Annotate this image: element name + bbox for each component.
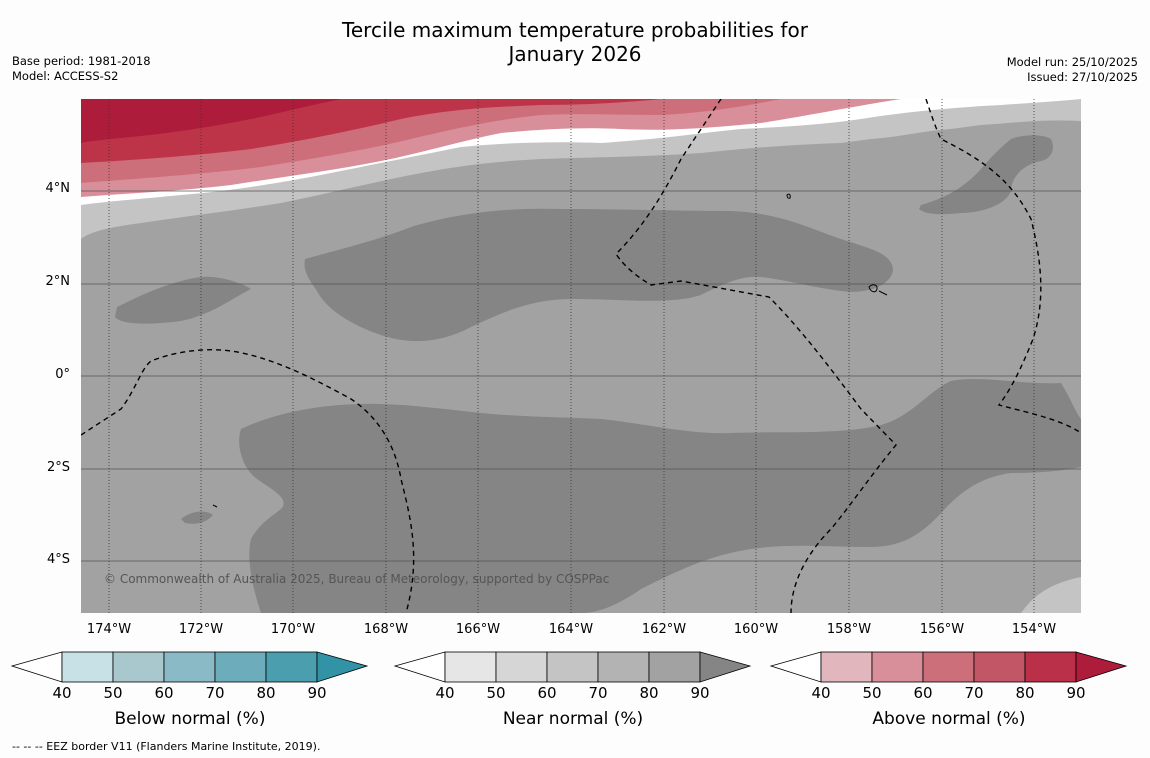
eez-footnote: -- -- -- EEZ border V11 (Flanders Marine… <box>12 740 321 753</box>
colorbar-below-cell <box>112 651 165 683</box>
lon-label-154w: 154°W <box>1011 622 1057 637</box>
lon-label-164w: 164°W <box>548 622 594 637</box>
map-canvas <box>81 99 1081 613</box>
colorbar-below-tick: 90 <box>307 684 327 702</box>
colorbar-near-tick: 70 <box>588 684 608 702</box>
colorbar-above-tick: 50 <box>862 684 882 702</box>
probability-map <box>81 99 1081 613</box>
colorbar-below-tick: 70 <box>205 684 225 702</box>
lon-label-174w: 174°W <box>86 622 132 637</box>
lon-label-168w: 168°W <box>363 622 409 637</box>
title-line-2: January 2026 <box>508 42 642 66</box>
copyright-notice: © Commonwealth of Australia 2025, Bureau… <box>104 572 610 586</box>
near-light-region-se <box>1021 577 1081 613</box>
meta-left: Base period: 1981-2018 Model: ACCESS-S2 <box>12 54 151 84</box>
colorbar-below-cell <box>163 651 216 683</box>
colorbar-above-cell <box>820 651 873 683</box>
colorbar-above-tick: 70 <box>964 684 984 702</box>
colorbar-above-cell <box>1024 651 1077 683</box>
lat-label-4s: 4°S <box>46 552 70 567</box>
above-90-band <box>81 99 341 143</box>
lon-label-160w: 160°W <box>733 622 779 637</box>
lat-label-2s: 2°S <box>46 460 70 475</box>
lon-label-170w: 170°W <box>270 622 316 637</box>
colorbar-above <box>769 651 1128 683</box>
colorbar-near-tick: 90 <box>690 684 710 702</box>
colorbar-near <box>393 651 752 683</box>
eez-borders <box>81 99 1081 613</box>
colorbar-near-arrow-left <box>393 651 446 683</box>
colorbar-near-tick: 60 <box>537 684 557 702</box>
base-period: Base period: 1981-2018 <box>12 54 151 68</box>
colorbar-above-cell <box>871 651 924 683</box>
chart-title: Tercile maximum temperature probabilitie… <box>0 18 1150 66</box>
colorbar-above-tick: 60 <box>913 684 933 702</box>
colorbar-above-tick: 40 <box>811 684 831 702</box>
colorbar-below-cell <box>61 651 114 683</box>
colorbar-near-cell <box>495 651 548 683</box>
lon-label-156w: 156°W <box>919 622 965 637</box>
colorbar-above-cell <box>973 651 1026 683</box>
model-run: Model run: 25/10/2025 <box>1006 55 1138 69</box>
near-dark-region-west <box>115 276 251 324</box>
colorbar-above-arrow-left <box>769 651 822 683</box>
title-line-1: Tercile maximum temperature probabilitie… <box>342 18 808 42</box>
colorbar-above-cell <box>922 651 975 683</box>
meta-right: Model run: 25/10/2025 Issued: 27/10/2025 <box>1007 55 1138 85</box>
lat-label-4n: 4°N <box>45 181 71 196</box>
colorbar-above-tick: 90 <box>1066 684 1086 702</box>
near-dark-region-south <box>239 379 1081 613</box>
colorbar-above-arrow-right <box>1075 651 1128 683</box>
model-name: Model: ACCESS-S2 <box>12 69 119 83</box>
lon-label-166w: 166°W <box>455 622 501 637</box>
colorbar-near-tick: 80 <box>639 684 659 702</box>
lon-label-172w: 172°W <box>178 622 224 637</box>
colorbar-below <box>10 651 369 683</box>
colorbar-below-tick: 80 <box>256 684 276 702</box>
colorbar-near-title: Near normal (%) <box>502 709 644 729</box>
colorbar-below-arrow-right <box>316 651 369 683</box>
near-dark-blob-sw <box>181 511 213 524</box>
issued-date: Issued: 27/10/2025 <box>1027 70 1138 84</box>
lat-label-2n: 2°N <box>45 274 71 289</box>
colorbar-below-title: Below normal (%) <box>114 709 266 729</box>
colorbar-near-tick: 50 <box>486 684 506 702</box>
colorbar-above-title: Above normal (%) <box>872 709 1026 729</box>
lon-label-162w: 162°W <box>641 622 687 637</box>
colorbar-below-tick: 60 <box>154 684 174 702</box>
colorbar-below-cell <box>265 651 318 683</box>
lon-label-158w: 158°W <box>826 622 872 637</box>
colorbar-near-arrow-right <box>699 651 752 683</box>
lat-gridlines <box>81 190 1081 562</box>
islands <box>212 193 888 508</box>
colorbar-near-cell <box>444 651 497 683</box>
near-dark-region-central <box>304 208 893 342</box>
near-dark-region-ne <box>919 135 1053 215</box>
colorbar-below-cell <box>214 651 267 683</box>
colorbar-below-tick: 40 <box>52 684 72 702</box>
colorbar-near-cell <box>597 651 650 683</box>
colorbar-near-cell <box>648 651 701 683</box>
lat-label-0: 0° <box>55 367 70 382</box>
colorbar-below-tick: 50 <box>103 684 123 702</box>
colorbar-below-arrow-left <box>10 651 63 683</box>
colorbar-above-tick: 80 <box>1015 684 1035 702</box>
colorbar-near-cell <box>546 651 599 683</box>
colorbar-near-tick: 40 <box>435 684 455 702</box>
